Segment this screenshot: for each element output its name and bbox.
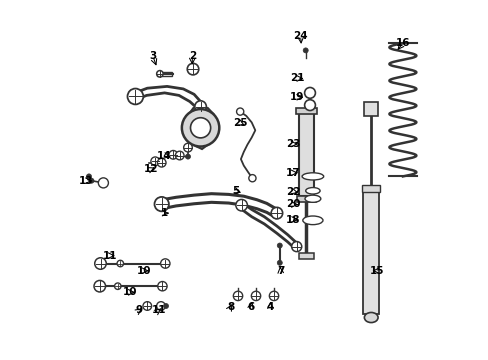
Text: 11: 11 [151,305,166,315]
Circle shape [277,260,282,265]
Ellipse shape [305,195,320,202]
Circle shape [304,87,315,98]
Circle shape [182,109,219,147]
Text: 10: 10 [137,266,151,276]
Circle shape [95,258,106,269]
Ellipse shape [364,312,377,323]
Circle shape [270,207,282,219]
Text: 3: 3 [149,51,156,61]
Circle shape [269,291,278,301]
Text: 13: 13 [79,176,93,186]
Ellipse shape [302,216,322,225]
Circle shape [163,303,168,309]
Circle shape [158,282,167,291]
Text: 11: 11 [102,251,117,261]
Bar [296,196,315,202]
Text: 14: 14 [157,150,172,161]
Circle shape [194,101,206,112]
Circle shape [160,259,170,268]
Circle shape [251,291,260,301]
Circle shape [156,71,163,77]
Text: 10: 10 [122,287,137,297]
Circle shape [94,280,105,292]
Circle shape [142,302,151,310]
Circle shape [233,291,242,301]
Circle shape [304,100,315,111]
Circle shape [185,154,190,159]
Text: 4: 4 [266,302,274,312]
Ellipse shape [302,173,323,180]
Text: 20: 20 [285,199,300,210]
Text: 7: 7 [276,266,284,276]
Polygon shape [186,106,215,149]
Bar [363,192,378,314]
Text: 18: 18 [285,215,300,225]
Circle shape [187,63,199,75]
Bar [296,108,316,114]
Ellipse shape [305,188,320,194]
Circle shape [248,175,256,182]
Text: 25: 25 [232,118,247,128]
Circle shape [156,302,165,310]
Circle shape [190,118,210,138]
Circle shape [291,242,301,252]
Circle shape [86,174,91,179]
Circle shape [154,197,168,211]
Text: 5: 5 [232,186,239,196]
Circle shape [277,243,282,248]
Circle shape [114,283,121,289]
Circle shape [303,48,307,53]
Text: 23: 23 [285,139,300,149]
Circle shape [236,108,244,115]
Text: 12: 12 [143,164,158,174]
Circle shape [168,150,177,159]
Text: 24: 24 [293,31,307,41]
Text: 2: 2 [188,51,196,61]
Circle shape [117,260,123,267]
Text: 8: 8 [227,302,234,312]
Bar [362,185,380,192]
Circle shape [89,178,94,183]
Circle shape [175,151,183,160]
Text: 19: 19 [289,92,304,102]
Bar [156,72,172,76]
Bar [298,113,314,196]
Circle shape [127,89,143,104]
Circle shape [98,178,108,188]
Text: 1: 1 [161,208,168,218]
Bar [363,102,378,116]
Text: 22: 22 [285,186,300,197]
Circle shape [151,157,159,166]
Text: 15: 15 [369,266,384,276]
Circle shape [235,199,247,211]
Text: 16: 16 [395,38,409,48]
Text: 9: 9 [136,305,142,315]
Circle shape [366,313,375,322]
Text: 21: 21 [289,73,304,84]
Text: 6: 6 [247,302,254,312]
Circle shape [157,158,166,167]
Bar [299,253,313,259]
Text: 17: 17 [285,168,300,178]
Circle shape [183,143,192,152]
